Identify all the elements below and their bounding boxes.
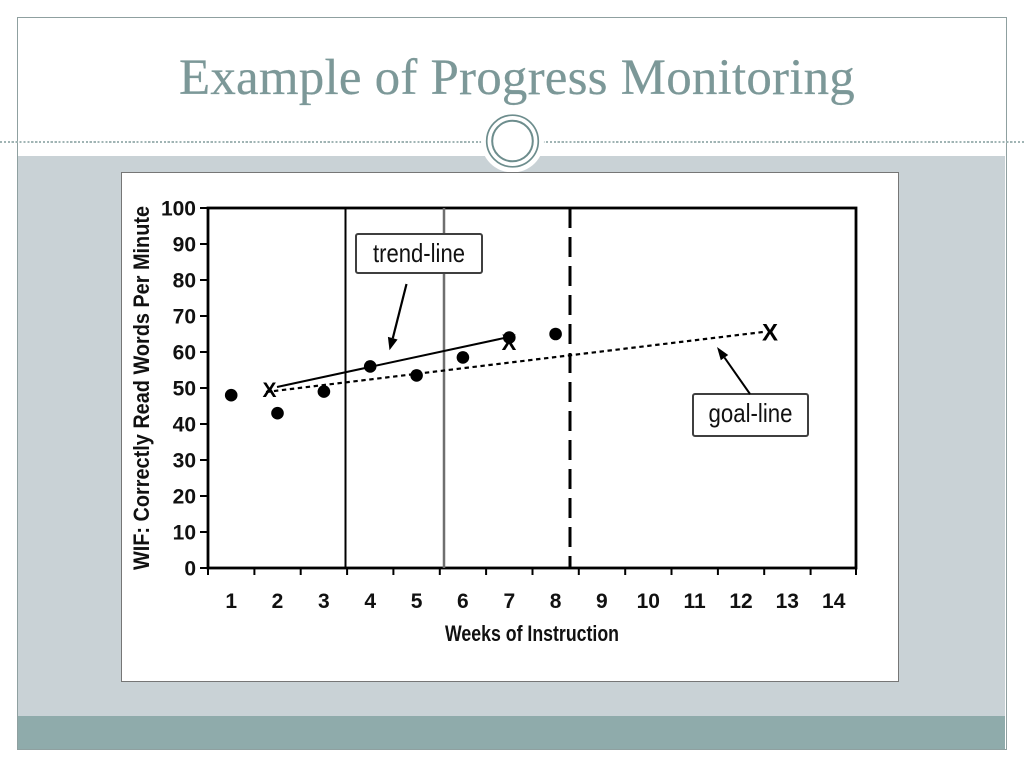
svg-text:6: 6 <box>457 590 469 613</box>
svg-text:14: 14 <box>822 590 846 613</box>
svg-text:13: 13 <box>776 590 799 613</box>
svg-text:11: 11 <box>683 590 706 613</box>
svg-text:90: 90 <box>173 234 196 257</box>
svg-text:X: X <box>762 320 778 347</box>
svg-text:80: 80 <box>173 270 196 293</box>
svg-text:1: 1 <box>225 590 237 613</box>
svg-text:2: 2 <box>272 590 284 613</box>
svg-text:30: 30 <box>173 450 196 473</box>
svg-text:100: 100 <box>161 198 196 221</box>
svg-text:8: 8 <box>550 590 562 613</box>
svg-text:trend-line: trend-line <box>373 238 465 268</box>
svg-text:40: 40 <box>173 414 196 437</box>
svg-text:5: 5 <box>411 590 423 613</box>
svg-text:50: 50 <box>173 378 196 401</box>
svg-text:60: 60 <box>173 342 196 365</box>
svg-text:10: 10 <box>173 522 196 545</box>
svg-text:4: 4 <box>364 590 376 613</box>
svg-text:0: 0 <box>184 558 196 581</box>
svg-text:WIF: Correctly Read Words Per: WIF: Correctly Read Words Per Minute <box>129 206 154 570</box>
svg-text:3: 3 <box>318 590 330 613</box>
svg-text:Weeks of Instruction: Weeks of Instruction <box>445 621 619 646</box>
svg-text:goal-line: goal-line <box>709 398 793 428</box>
svg-text:X: X <box>262 379 276 402</box>
svg-text:20: 20 <box>173 486 196 509</box>
svg-text:7: 7 <box>503 590 515 613</box>
svg-text:12: 12 <box>729 590 752 613</box>
svg-text:70: 70 <box>173 306 196 329</box>
svg-text:10: 10 <box>637 590 660 613</box>
svg-text:9: 9 <box>596 590 608 613</box>
